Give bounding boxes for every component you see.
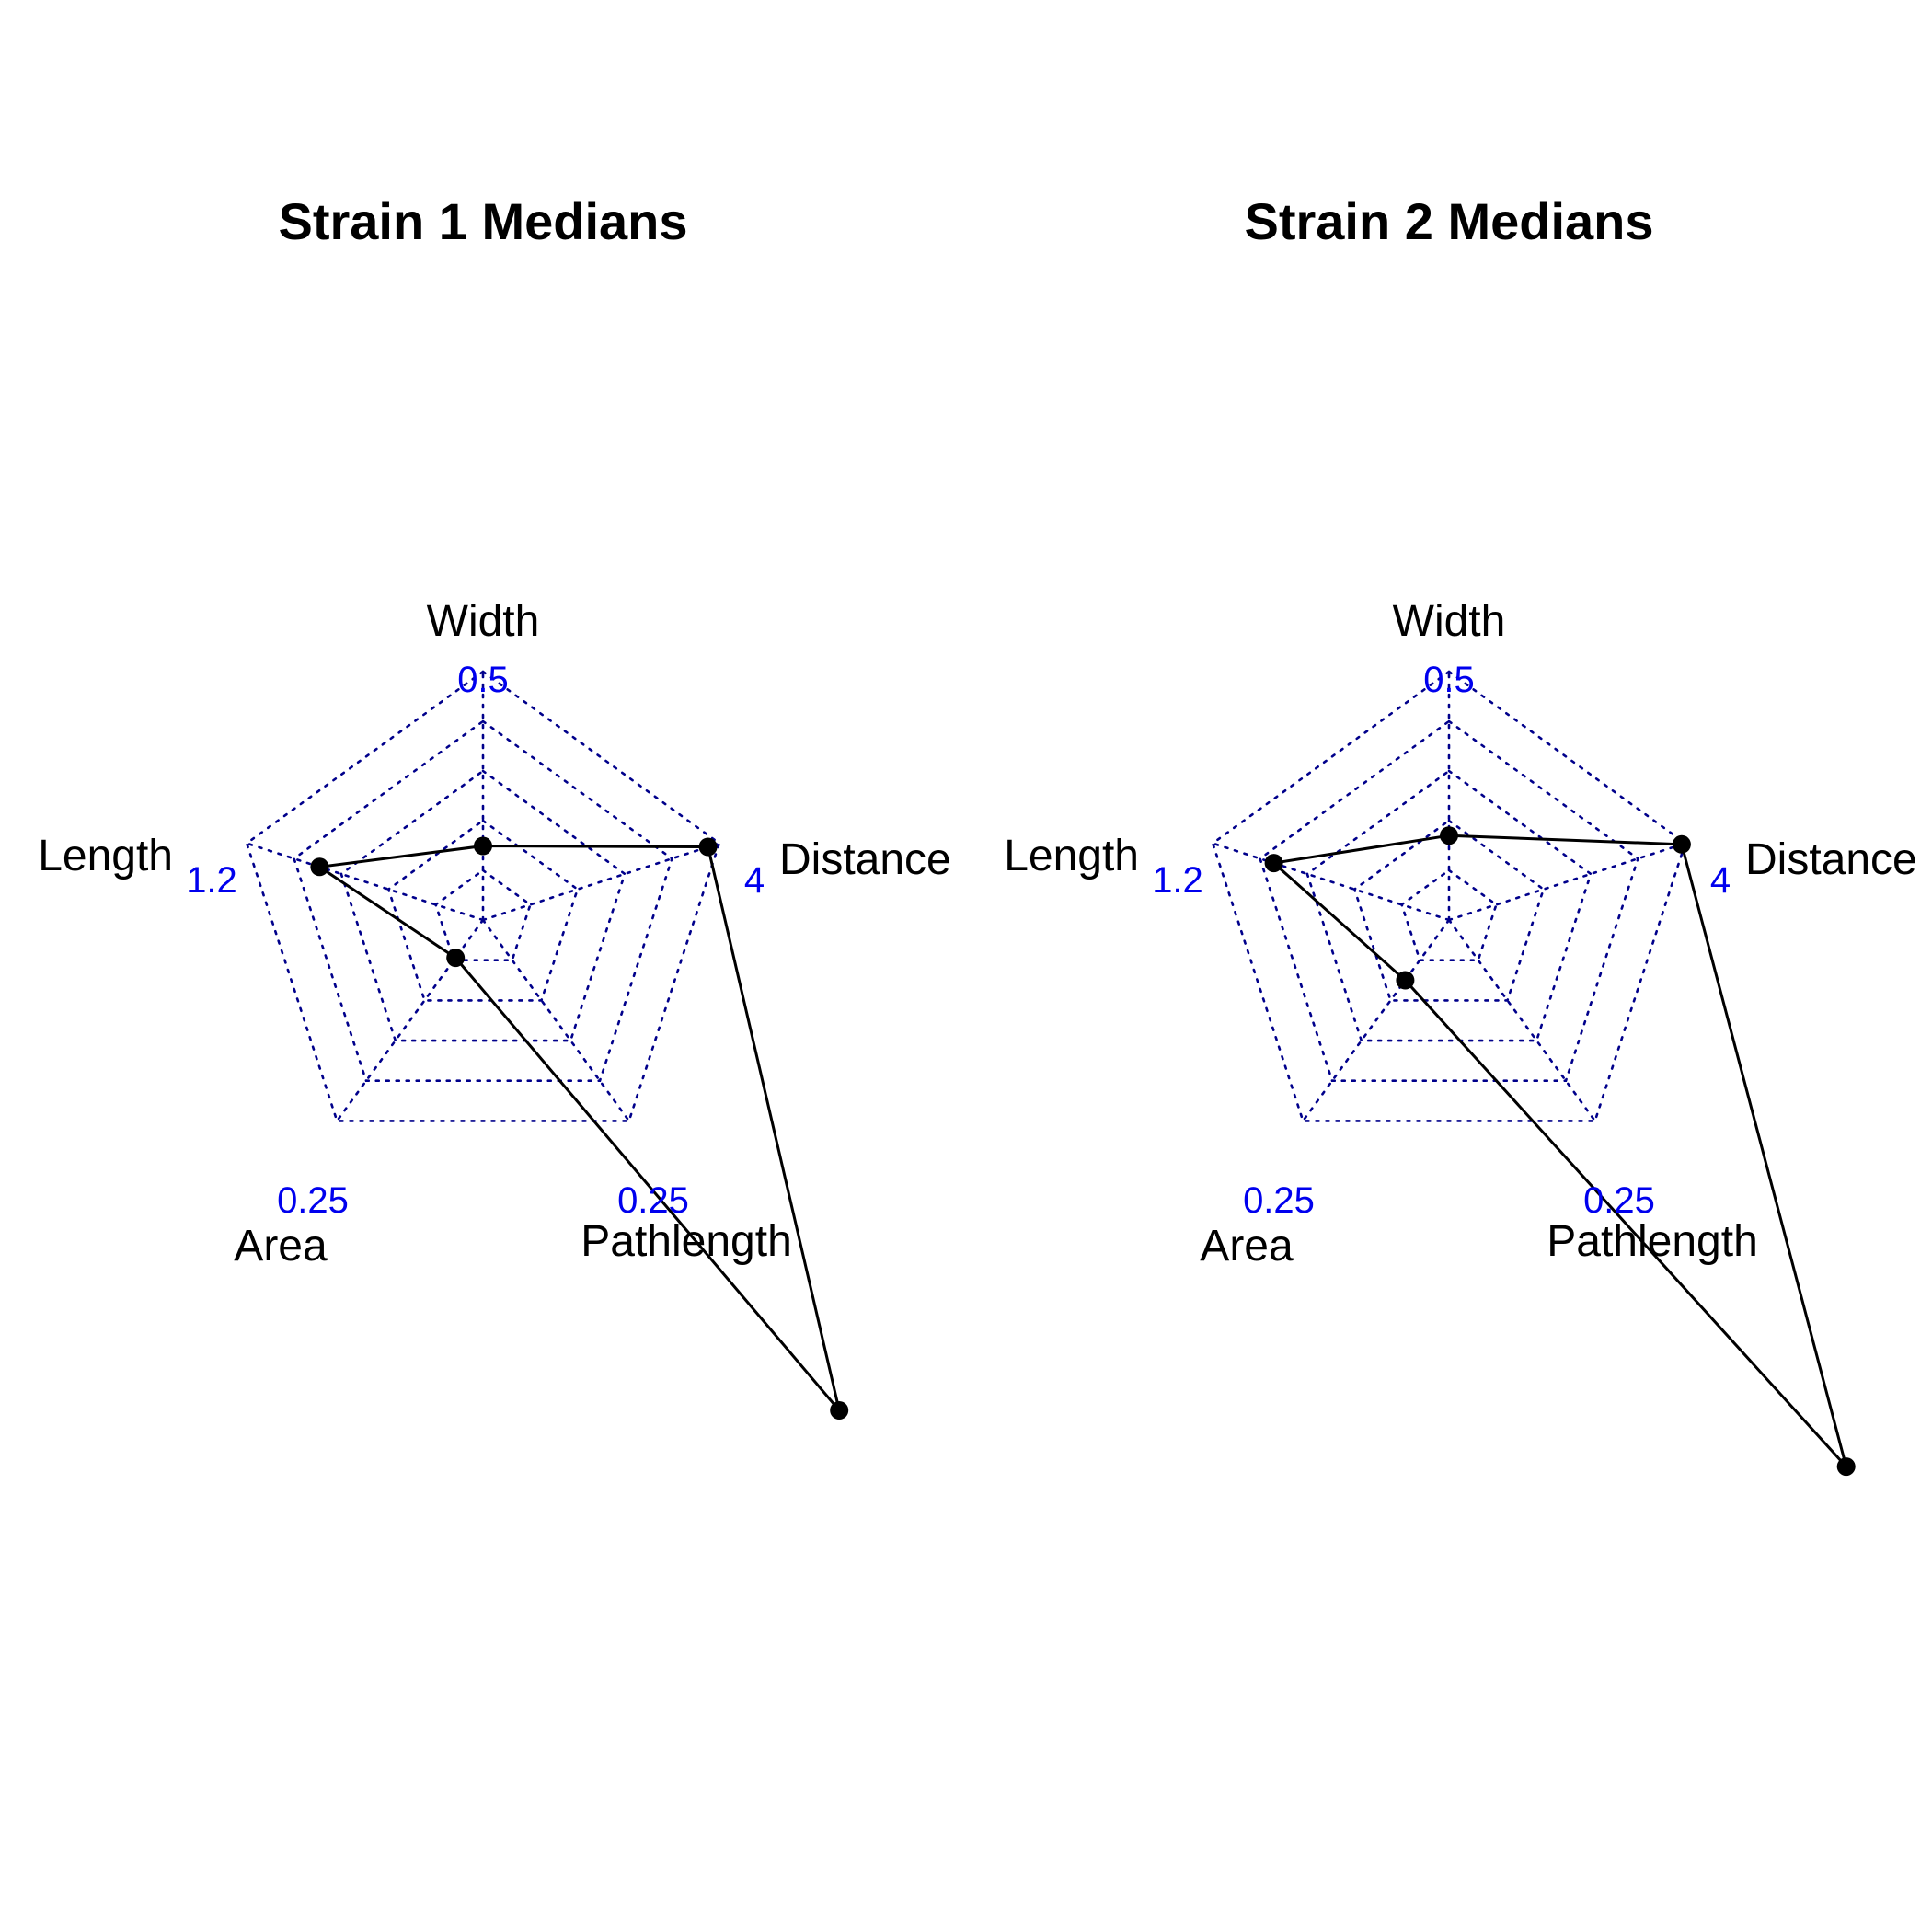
axis-max-width: 0.5 (1423, 660, 1475, 700)
axis-max-pathlength: 0.25 (1583, 1180, 1655, 1221)
grid-ring-1 (1400, 868, 1498, 961)
axis-spoke-area (335, 918, 485, 1122)
data-point-width (1440, 826, 1458, 845)
axis-max-area: 0.25 (277, 1180, 349, 1221)
series-outline (316, 844, 841, 1411)
axis-label-pathlength: Pathlength (581, 1217, 792, 1266)
chart-title: Strain 1 Medians (278, 192, 687, 250)
axis-label-length: Length (1004, 832, 1139, 880)
grid-ring-5 (1211, 670, 1687, 1122)
axis-spoke-pathlength (481, 918, 631, 1122)
data-point-pathlength (830, 1401, 849, 1420)
axis-max-length: 1.2 (1152, 860, 1203, 901)
axis-max-length: 1.2 (186, 860, 237, 901)
axis-spoke-area (1302, 918, 1451, 1122)
grid-ring-4 (1259, 719, 1639, 1082)
data-point-length (310, 857, 329, 877)
data-point-pathlength (1836, 1457, 1856, 1477)
axis-label-pathlength: Pathlength (1547, 1217, 1758, 1266)
grid-ring-2 (1352, 819, 1546, 1002)
grid-ring-1 (434, 868, 532, 961)
data-point-distance (698, 837, 718, 857)
data-point-area (446, 949, 466, 968)
axis-spoke-length (245, 842, 485, 922)
axis-max-distance: 4 (744, 860, 765, 901)
axis-max-distance: 4 (1710, 860, 1731, 901)
radar-chart-strain-2: Strain 2 Medians Width Distance Pathleng… (1004, 192, 1917, 1477)
grid-layer-1 (245, 670, 721, 1122)
axis-spoke-length (1211, 842, 1451, 922)
axis-label-area: Area (1200, 1222, 1294, 1271)
grid-layer-2 (1211, 670, 1687, 1122)
series-outline (1271, 834, 1848, 1468)
data-point-width (474, 836, 492, 856)
axis-label-width: Width (427, 597, 540, 646)
radar-chart-strain-1: Strain 1 Medians Width Distance Pathleng… (38, 192, 951, 1420)
series-layer-2 (1264, 826, 1856, 1477)
axis-spoke-distance (1447, 842, 1687, 922)
axis-spoke-pathlength (1447, 918, 1596, 1122)
axis-max-width: 0.5 (457, 660, 509, 700)
grid-ring-5 (245, 670, 721, 1122)
axis-label-distance: Distance (1745, 835, 1917, 884)
axis-label-length: Length (38, 832, 173, 880)
data-point-distance (1672, 834, 1691, 854)
axis-label-width: Width (1393, 597, 1506, 646)
grid-ring-3 (1305, 769, 1593, 1042)
axis-max-area: 0.25 (1243, 1180, 1315, 1221)
axis-label-area: Area (234, 1222, 328, 1271)
axis-spoke-distance (481, 842, 721, 922)
grid-ring-3 (339, 769, 627, 1042)
data-point-area (1396, 971, 1415, 990)
grid-ring-2 (386, 819, 580, 1002)
data-point-length (1264, 854, 1283, 873)
grid-ring-4 (293, 719, 673, 1082)
axis-label-distance: Distance (779, 835, 951, 884)
chart-title: Strain 2 Medians (1244, 192, 1653, 250)
axis-max-pathlength: 0.25 (617, 1180, 689, 1221)
series-layer-1 (310, 836, 849, 1420)
